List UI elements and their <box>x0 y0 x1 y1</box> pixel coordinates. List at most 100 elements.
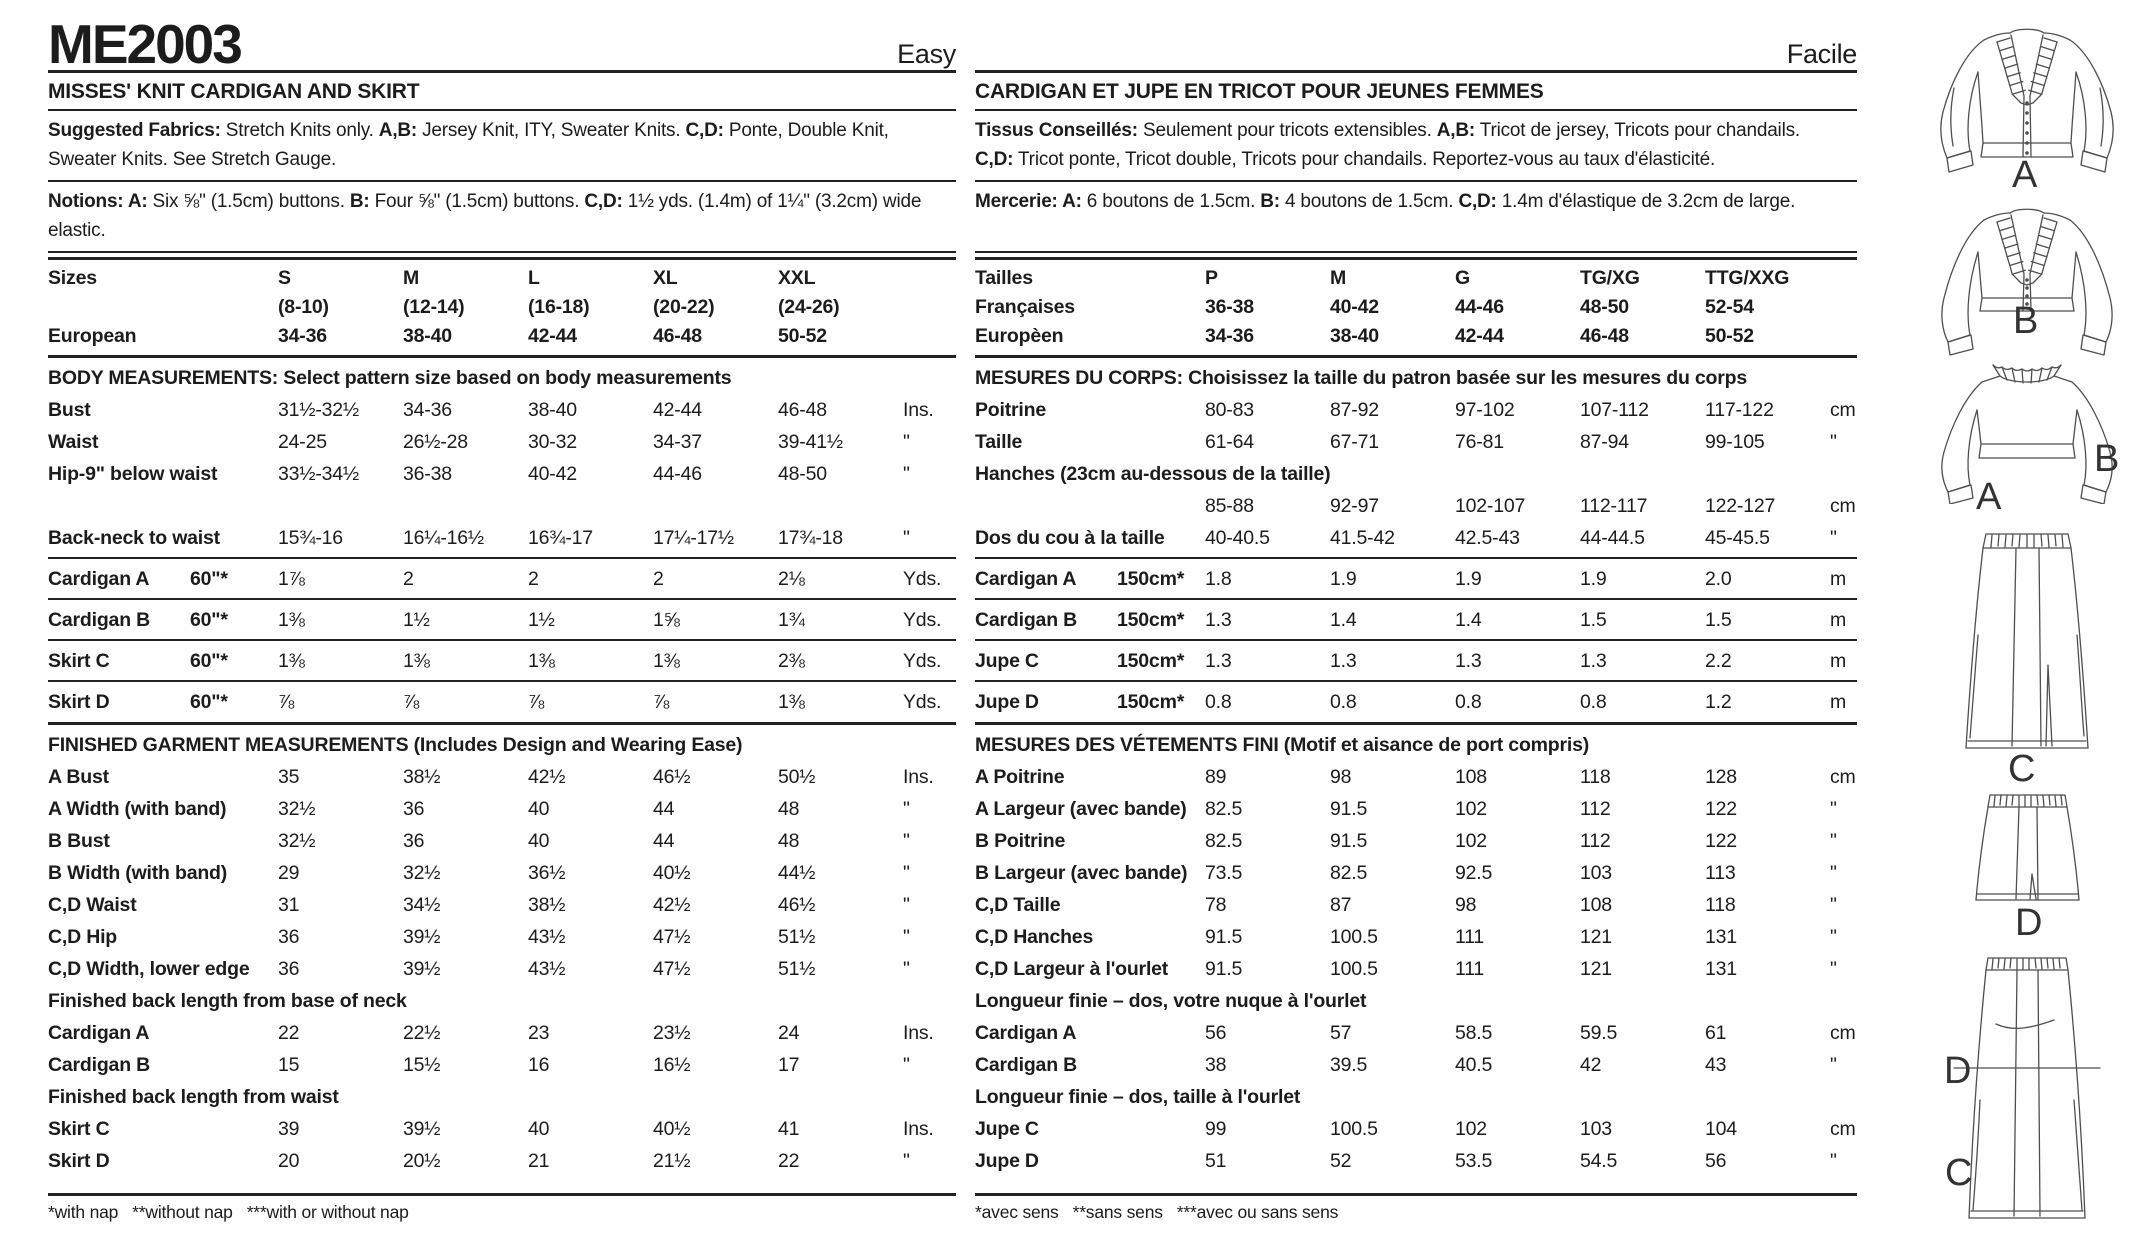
row-label-text: Cardigan B <box>975 1053 1078 1076</box>
value-cell: 113 <box>1705 861 1736 884</box>
row-label: Jupe D 150cm* <box>975 691 1205 714</box>
value-cell: 34-36 <box>1205 325 1254 347</box>
value-cell: 31½-32½ <box>278 398 359 421</box>
plain-text: elastic. <box>48 220 106 241</box>
value-cell: 56 <box>1205 1021 1227 1044</box>
value-cell: 104 <box>1705 1117 1737 1140</box>
value-cell: 87-94 <box>1580 430 1629 453</box>
value-cell: 46-48 <box>1580 325 1629 347</box>
row-label-text: C,D Hip <box>48 925 118 948</box>
value-cell: 47½ <box>653 957 691 980</box>
value-cell: 89 <box>1205 765 1227 788</box>
row-label: Skirt C 60"* <box>48 650 278 673</box>
value-cell: 22½ <box>403 1021 441 1044</box>
table-row: Skirt D 60"* ⅞ ⅞ ⅞ ⅞ 1⅜ Yds. <box>48 686 956 718</box>
value-cell: 40.5 <box>1455 1053 1493 1076</box>
row-label: European <box>48 325 278 348</box>
unit-cell: cm <box>1830 1021 1856 1044</box>
row-label-text: Françaises <box>975 296 1075 318</box>
table-row: Cardigan B 60"* 1⅜ 1½ 1½ 1⅝ 1¾ Yds. <box>48 604 956 636</box>
value-cell: 24-25 <box>278 430 327 453</box>
row-divider <box>48 639 956 641</box>
table-row: B Bust 32½ 36 40 44 48 " <box>48 825 956 857</box>
row-divider <box>975 639 1857 641</box>
value-cell: 21½ <box>653 1149 691 1172</box>
value-cell: 122 <box>1705 797 1737 820</box>
value-cell: 47½ <box>653 925 691 948</box>
table-row: A Largeur (avec bande) 82.5 91.5 102 112 122 " <box>975 793 1857 825</box>
row-label: Jupe C <box>975 1118 1205 1141</box>
plain-text: 1.4m d'élastique de 3.2cm de large. <box>1496 191 1796 212</box>
bold-text: C,D: <box>1458 191 1497 212</box>
value-cell: 131 <box>1705 925 1737 948</box>
text-line: Notions: A: Six ⅝" (1.5cm) buttons. B: F… <box>48 187 956 216</box>
row-label-text: C,D Waist <box>48 893 137 916</box>
table-row: Dos du cou à la taille 40-40.5 41.5-42 42.5… <box>975 522 1857 554</box>
table-row: C,D Waist 31 34½ 38½ 42½ 46½ " <box>48 889 956 921</box>
value-cell: 36 <box>278 957 300 980</box>
value-cell: 103 <box>1580 861 1612 884</box>
table-top-divider-en <box>48 257 956 260</box>
value-cell: 44-46 <box>1455 296 1504 318</box>
value-cell: 34-36 <box>403 398 452 421</box>
cardigan-back-illustration: B A <box>1920 352 2134 516</box>
value-cell: 16½ <box>653 1053 691 1076</box>
plain-text: 4 boutons de 1.5cm. <box>1279 191 1459 212</box>
bold-text: C,D: <box>975 149 1014 170</box>
row-divider <box>975 680 1857 682</box>
value-cell: M <box>1330 267 1347 289</box>
value-cell: 121 <box>1580 957 1612 980</box>
section-divider <box>975 355 1857 358</box>
value-cell: 67-71 <box>1330 430 1379 453</box>
row-label-text: C,D Hanches <box>975 925 1094 948</box>
value-cell: 1.3 <box>1580 649 1607 672</box>
value-cell: (16-18) <box>528 296 590 318</box>
section-heading: Finished back length from base of neck <box>48 989 407 1012</box>
value-cell: 36-38 <box>1205 296 1254 318</box>
fabric-width-spec: 60"* <box>190 690 228 713</box>
section-heading: FINISHED GARMENT MEASUREMENTS (Includes … <box>48 733 743 756</box>
value-cell: 36 <box>403 797 425 820</box>
fabric-width-spec: 150cm* <box>1117 608 1185 631</box>
french-column: Facile CARDIGAN ET JUPE EN TRICOT POUR J… <box>975 14 1857 1223</box>
value-cell: 1.9 <box>1330 567 1357 590</box>
unit-cell: " <box>903 1053 910 1076</box>
value-cell: 20 <box>278 1149 300 1172</box>
row-label: A Largeur (avec bande) <box>975 798 1205 821</box>
row-label-text: Jupe C <box>975 649 1039 672</box>
row-label-text: Cardigan B <box>48 608 151 631</box>
table-row: Cardigan A 22 22½ 23 23½ 24 Ins. <box>48 1017 956 1049</box>
table-row: Skirt C 60"* 1⅜ 1⅜ 1⅜ 1⅜ 2⅜ Yds. <box>48 645 956 677</box>
difficulty-label-en: Easy <box>897 39 956 69</box>
value-cell: 46½ <box>653 765 691 788</box>
row-divider <box>48 680 956 682</box>
value-cell: 118 <box>1580 765 1611 788</box>
value-cell: 107-112 <box>1580 398 1649 421</box>
value-cell: 40 <box>528 1117 550 1140</box>
value-cell: 108 <box>1455 765 1487 788</box>
value-cell: 15¾-16 <box>278 526 343 549</box>
cardigan-b-front-drawing <box>1941 208 2113 356</box>
row-label: C,D Hip <box>48 926 278 949</box>
value-cell: 100.5 <box>1330 957 1378 980</box>
section-heading: MESURES DES VÉTEMENTS FINI (Motif et ais… <box>975 733 1590 756</box>
table-row: Tailles P M G TG/XG TTG/XXG <box>975 264 1857 293</box>
unit-cell: " <box>903 462 910 485</box>
unit-cell: m <box>1830 608 1847 631</box>
value-cell: 52-54 <box>1705 296 1754 318</box>
row-label-text: C,D Largeur à l'ourlet <box>975 957 1169 980</box>
row-label: Cardigan A 150cm* <box>975 568 1205 591</box>
value-cell: 51 <box>1205 1149 1227 1172</box>
notions-en: Notions: A: Six ⅝" (1.5cm) buttons. B: F… <box>48 182 956 253</box>
table-row: Cardigan A 150cm* 1.8 1.9 1.9 1.9 2.0 m <box>975 563 1857 595</box>
value-cell: 40 <box>528 797 550 820</box>
value-cell: 42-44 <box>653 398 702 421</box>
value-cell: 0.8 <box>1580 690 1607 713</box>
value-cell: S <box>278 267 291 289</box>
footnote-divider-fr <box>975 1193 1857 1196</box>
table-row: Jupe C 150cm* 1.3 1.3 1.3 1.3 2.2 m <box>975 645 1857 677</box>
value-cell: 1⅜ <box>278 608 305 631</box>
value-cell: 32½ <box>278 829 316 852</box>
cardigan-a-front-illustration: A <box>1920 16 2134 194</box>
unit-cell: Yds. <box>903 690 942 713</box>
